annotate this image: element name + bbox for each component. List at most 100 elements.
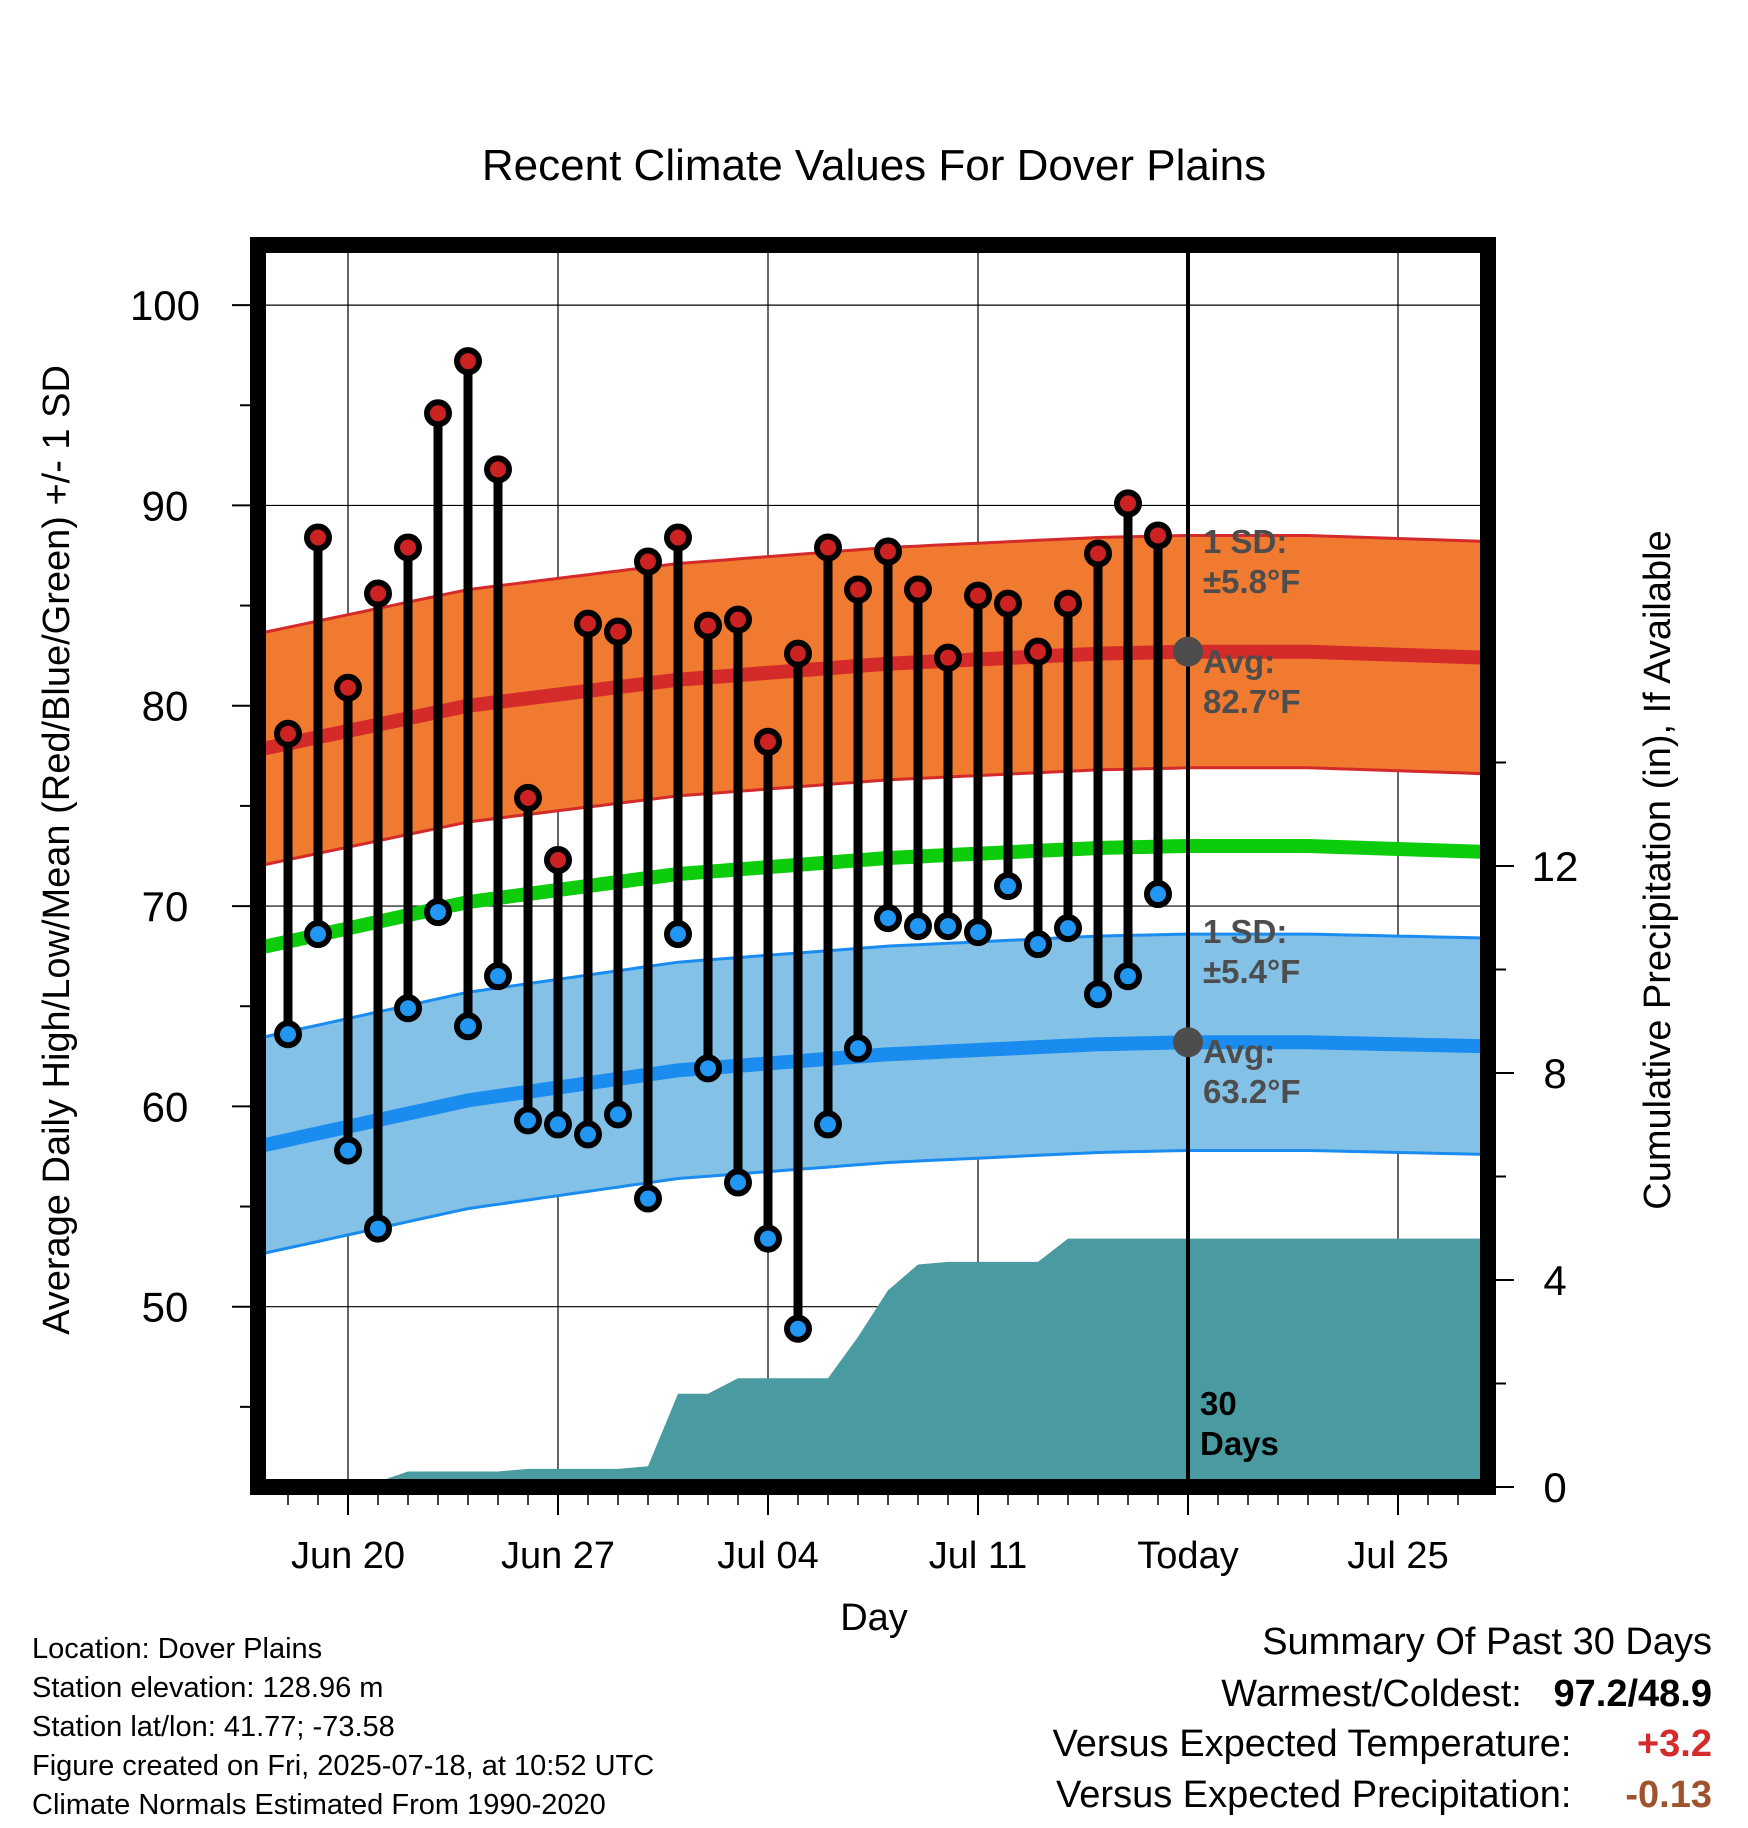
daily-low-point [754,1224,782,1253]
daily-low-point [544,1110,572,1139]
daily-low-point [274,1020,302,1049]
daily-high-point [484,455,512,484]
daily-high-point [664,523,692,552]
today-low-average-point [1173,1027,1203,1058]
daily-low-point [844,1034,872,1063]
daily-high-point [994,589,1022,618]
daily-low-point [784,1314,812,1343]
high-sd-upper-line [257,534,1489,636]
x-tick-label: Jul 04 [717,1535,818,1577]
daily-high-point [784,639,812,668]
daily-high-point [874,537,902,566]
y2-tick-label: 4 [1543,1257,1566,1304]
y2-tick-label: 0 [1543,1464,1566,1511]
summary-temp-label: Versus Expected Temperature: [1052,1723,1572,1765]
daily-low-point [424,898,452,927]
daily-low-point [1024,930,1052,959]
daily-high-point [274,719,302,748]
daily-low-point [724,1168,752,1197]
high-sd-band [258,535,1488,866]
daily-low-point [664,920,692,949]
daily-high-point [454,347,482,376]
info-normals: Climate Normals Estimated From 1990-2020 [32,1789,606,1821]
info-created: Figure created on Fri, 2025-07-18, at 10… [32,1750,655,1782]
y-tick-label: 90 [142,482,189,529]
x-tick-label: Today [1137,1535,1238,1577]
low-sd-upper-line [257,932,1489,1040]
daily-low-point [394,994,422,1023]
summary-precip: Versus Expected Precipitation: -0.13 [1056,1774,1712,1817]
daily-low-point [604,1100,632,1129]
daily-high-point [904,575,932,604]
precipitation-area [258,1238,1488,1487]
x-tick-label: Jun 27 [501,1535,615,1577]
today-days-label-line2: Days [1200,1425,1279,1462]
daily-low-point [874,904,902,933]
low-avg-label: Avg: [1203,1033,1275,1070]
daily-high-point [1054,589,1082,618]
daily-low-point [334,1136,362,1165]
mean-average-line [256,839,1489,955]
y2-tick-label: 8 [1543,1050,1566,1097]
high-average-line [256,644,1489,757]
daily-high-point [334,673,362,702]
daily-high-point [1084,539,1112,568]
today-days-label-line1: 30 [1200,1385,1237,1422]
daily-high-point [544,845,572,874]
high-sd-lower-line [257,766,1489,868]
x-tick-label: Jul 25 [1347,1535,1448,1577]
info-elevation: Station elevation: 128.96 m [32,1672,384,1704]
daily-high-point [394,533,422,562]
summary-temp: Versus Expected Temperature: +3.2 [1053,1723,1712,1766]
y2-axis-label: Cumulative Precipitation (in), If Availa… [1637,530,1679,1209]
daily-high-point [724,605,752,634]
low-average-line [256,1035,1489,1154]
daily-high-point [814,533,842,562]
daily-high-point [1144,521,1172,550]
daily-high-point [694,611,722,640]
plot-frame [250,237,1496,1495]
y-tick-label: 100 [130,282,200,329]
daily-low-point [814,1110,842,1139]
daily-low-point [1114,962,1142,991]
y-axis-label: Average Daily High/Low/Mean (Red/Blue/Gr… [36,365,78,1335]
daily-low-point [964,918,992,947]
daily-low-point [484,962,512,991]
daily-low-point [304,920,332,949]
daily-low-point [1084,980,1112,1009]
summary-precip-value: -0.13 [1625,1774,1712,1816]
y-tick-label: 60 [142,1083,189,1130]
summary-temp-value: +3.2 [1636,1723,1712,1765]
summary-precip-label: Versus Expected Precipitation: [1056,1774,1572,1816]
low-sd-label: 1 SD: [1203,913,1287,950]
summary-title: Summary Of Past 30 Days [1262,1621,1712,1663]
daily-high-point [604,617,632,646]
low-sd-value: ±5.4°F [1203,953,1300,990]
daily-high-point [1114,489,1142,518]
low-avg-value: 63.2°F [1203,1073,1301,1110]
high-avg-value: 82.7°F [1203,683,1301,720]
daily-low-point [514,1106,542,1135]
daily-low-point [574,1120,602,1149]
y-tick-label: 70 [142,883,189,930]
daily-low-point [364,1214,392,1243]
daily-high-point [574,609,602,638]
daily-high-point [1024,637,1052,666]
daily-high-point [424,399,452,428]
daily-high-point [844,575,872,604]
x-tick-label: Jun 20 [291,1535,405,1577]
daily-low-point [934,912,962,941]
info-location: Location: Dover Plains [32,1633,323,1665]
today-high-average-point [1173,636,1203,667]
y-tick-label: 50 [142,1284,189,1331]
summary-warm-cold-value: 97.2/48.9 [1553,1673,1712,1715]
daily-low-point [454,1012,482,1041]
daily-high-point [634,547,662,576]
daily-low-point [1144,880,1172,909]
summary-warm-cold-label: Warmest/Coldest: [1221,1673,1522,1715]
daily-high-point [514,783,542,812]
y2-tick-label: 12 [1532,843,1579,890]
high-sd-label: 1 SD: [1203,523,1287,560]
